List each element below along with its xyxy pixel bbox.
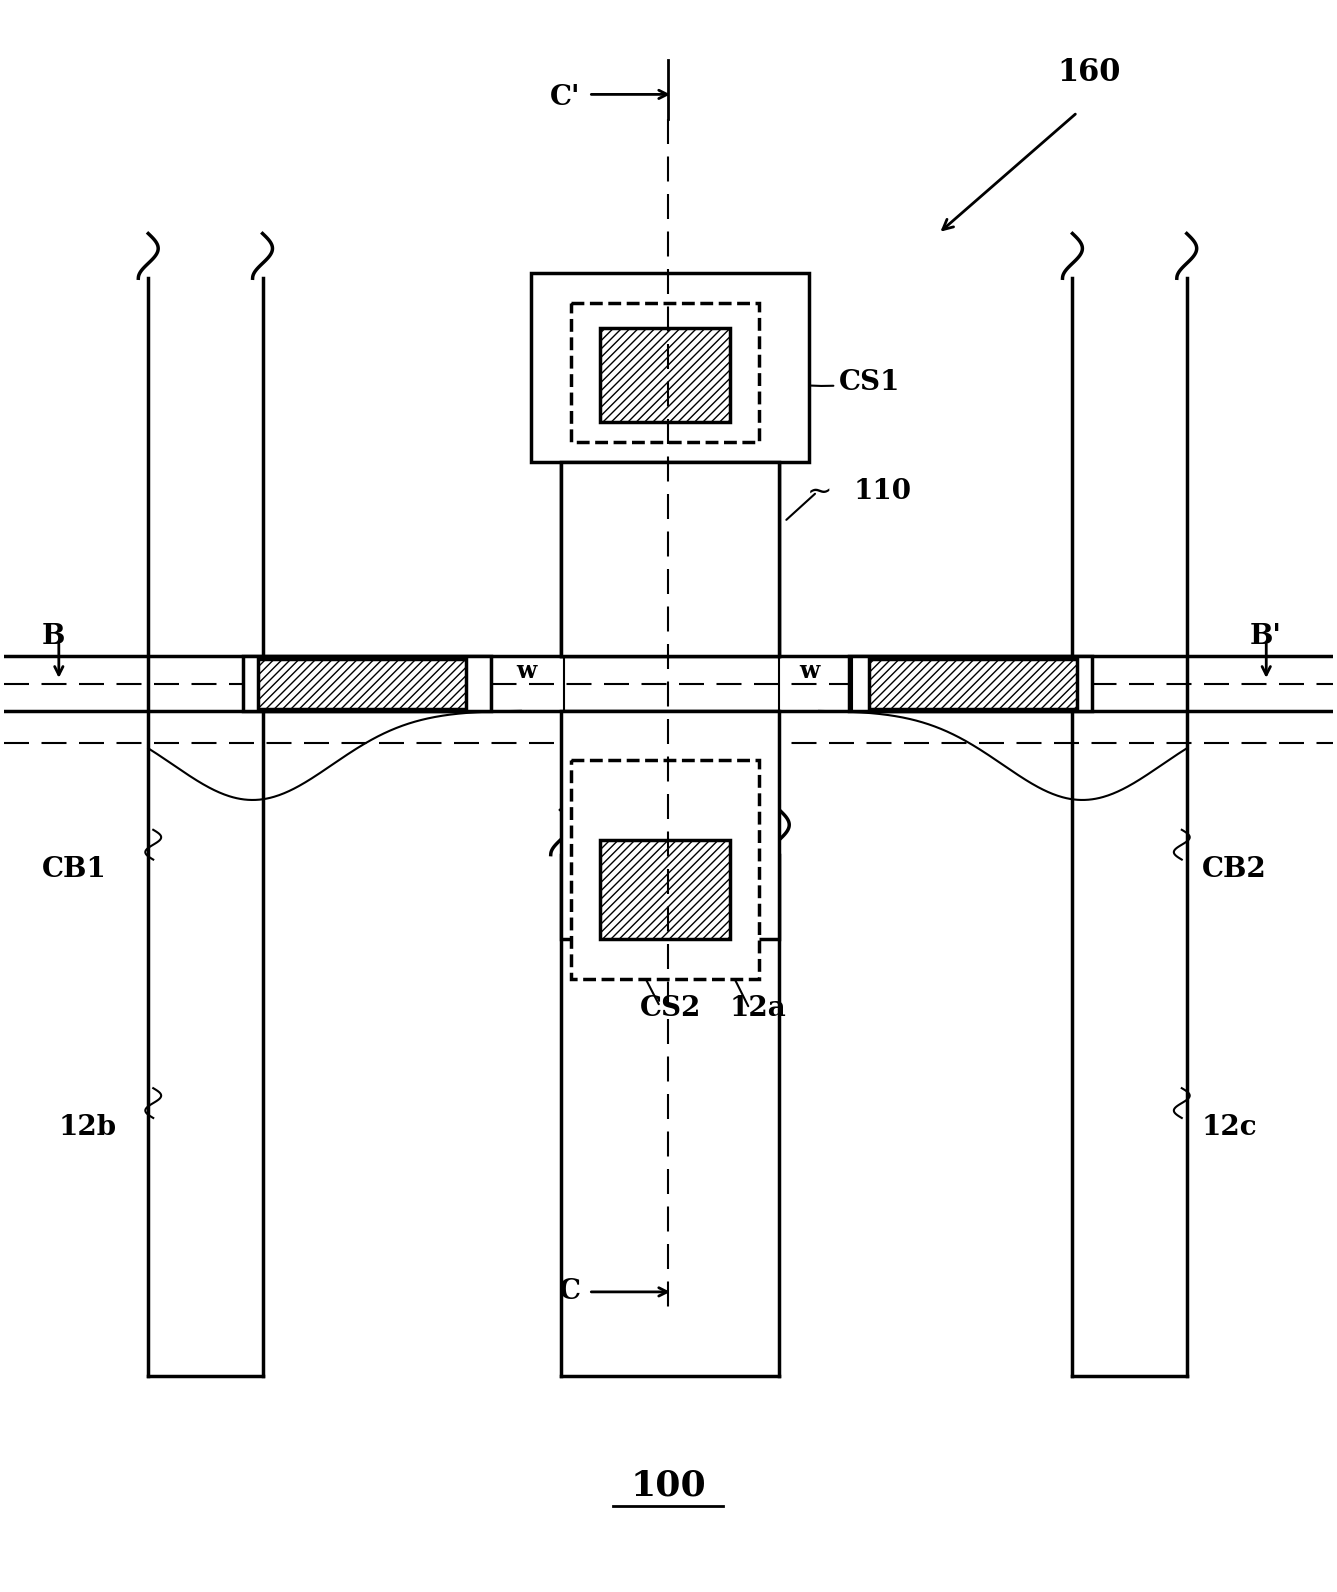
Text: 110: 110 [854, 479, 912, 505]
Text: B': B' [1249, 622, 1281, 650]
Bar [258, 659, 467, 708]
Bar [571, 761, 759, 979]
Text: 160: 160 [1058, 57, 1120, 88]
Text: CB2: CB2 [1202, 856, 1266, 884]
Bar [600, 839, 730, 939]
Text: CB1: CB1 [41, 856, 107, 884]
Text: C': C' [550, 84, 580, 111]
Text: CS2: CS2 [640, 995, 702, 1022]
Text: CS1: CS1 [737, 369, 900, 396]
Text: B: B [41, 622, 66, 650]
Text: ~: ~ [806, 478, 832, 506]
Text: C: C [559, 1278, 580, 1305]
Text: w: w [800, 659, 820, 683]
Bar [243, 656, 491, 710]
Bar [600, 328, 730, 422]
Text: 100: 100 [630, 1469, 706, 1503]
Bar [849, 656, 1092, 710]
Bar [531, 274, 809, 462]
Text: 12a: 12a [730, 995, 786, 1022]
Text: 12c: 12c [1202, 1114, 1257, 1141]
Bar [869, 659, 1078, 708]
Bar [571, 302, 759, 443]
Bar [560, 710, 779, 939]
Bar [560, 462, 779, 656]
Text: w: w [516, 659, 536, 683]
Text: 12b: 12b [59, 1114, 116, 1141]
